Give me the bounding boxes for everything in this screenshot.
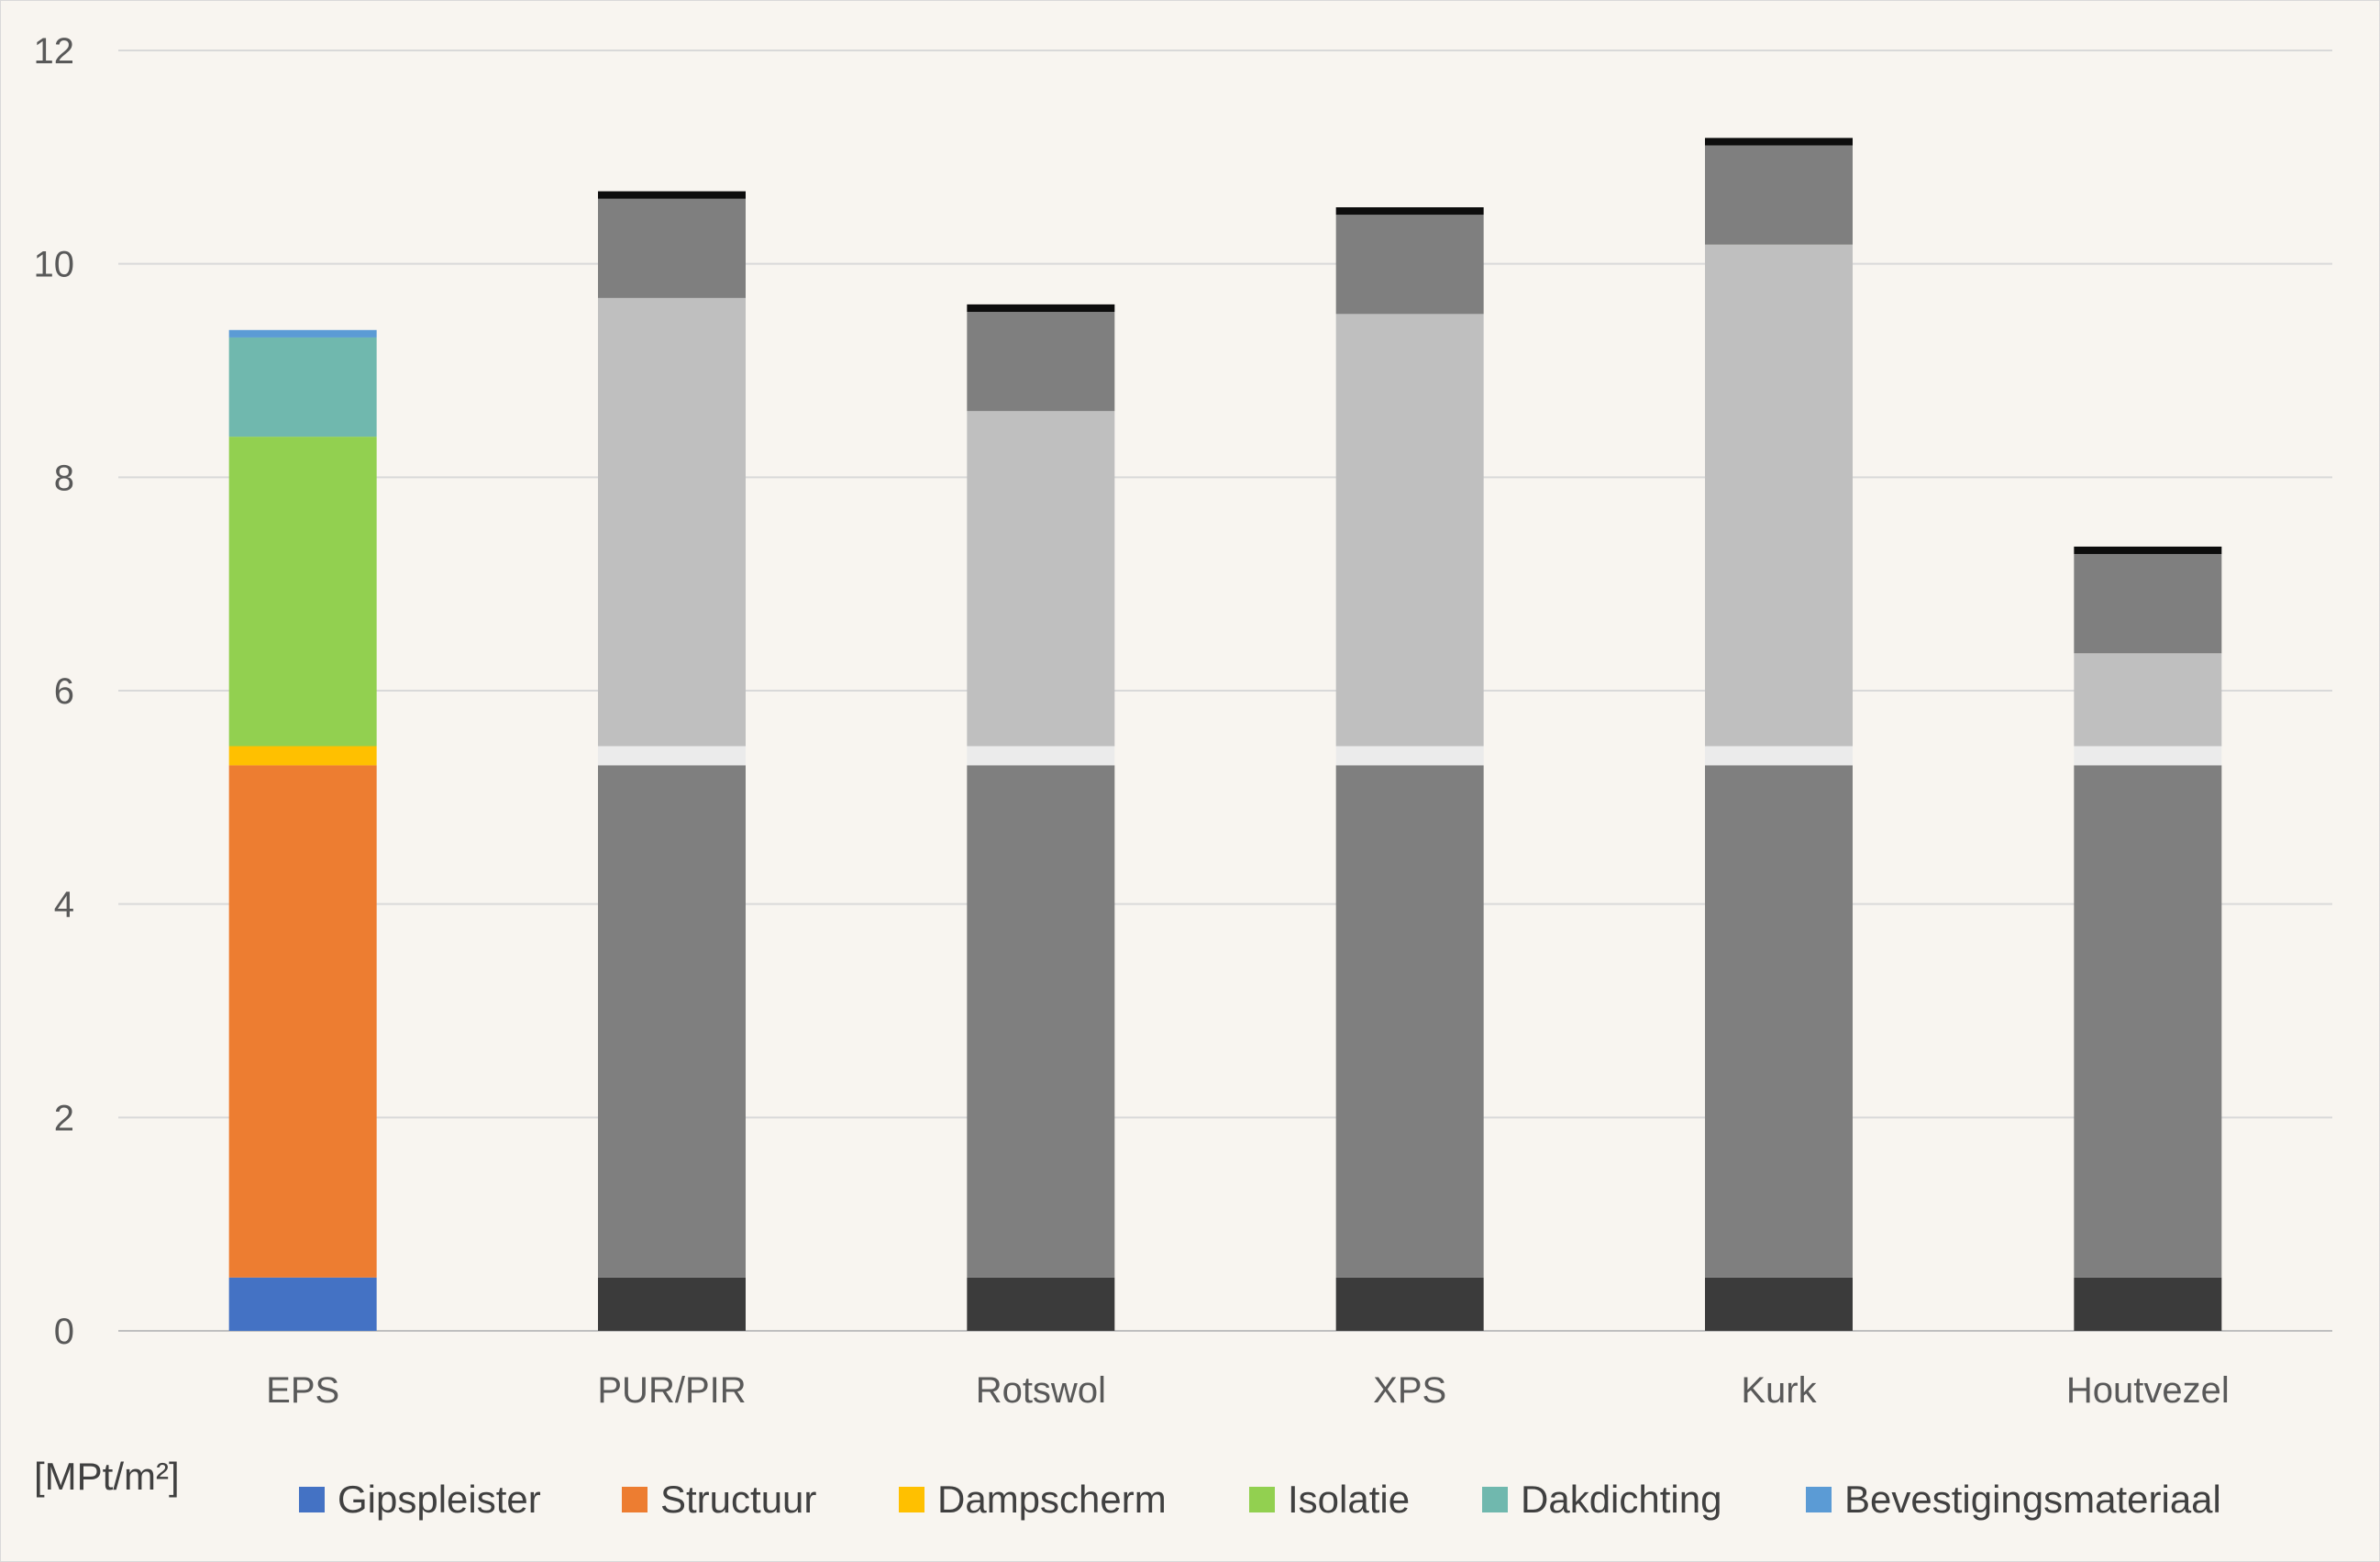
bar-segment [1335,314,1484,747]
legend-swatch [1482,1487,1508,1512]
bar-segment [1705,1277,1853,1331]
y-tick-label: 6 [54,671,74,712]
bar-segment [1705,765,1853,1278]
bar-segment [598,746,746,766]
bar-segment [967,411,1115,747]
bar-segment [598,1277,746,1331]
legend-label: Dampscherm [937,1478,1167,1521]
y-tick-label: 4 [54,885,74,925]
legend-label: Bevestigingsmateriaal [1844,1478,2221,1521]
bars [228,138,2222,1331]
y-tick-label: 2 [54,1098,74,1138]
bar-segment [1335,207,1484,216]
bar-segment [1335,765,1484,1278]
bar-segment [1335,1277,1484,1331]
bar-segment [228,746,377,766]
bar-segment [2074,546,2222,555]
bar-segment [228,329,377,338]
bar-segment [228,765,377,1278]
legend-swatch [899,1487,924,1512]
legend-label: Isolatie [1288,1478,1410,1521]
bar-segment [228,337,377,438]
y-tick-label: 12 [34,31,75,72]
bar-segment [598,191,746,199]
x-category-label: Kurk [1741,1370,1817,1411]
legend-swatch [1806,1487,1832,1512]
bar-segment [228,1277,377,1331]
y-tick-label: 10 [34,245,75,285]
bar-segment [598,765,746,1278]
bar-segment [2074,1277,2222,1331]
x-category-label: PUR/PIR [597,1370,746,1411]
legend-swatch [299,1487,325,1512]
bar-segment [1335,215,1484,315]
bar-segment [1335,746,1484,766]
legend-label: Structuur [660,1478,816,1521]
bar-segment [598,297,746,747]
legend: Gipspleister Structuur Dampscherm Isolatie D… [299,1478,2221,1521]
bar-segment [2074,765,2222,1278]
bar-segment [228,437,377,747]
bar-segment [967,746,1115,766]
bar-segment [967,1277,1115,1331]
y-tick-label: 0 [54,1312,74,1352]
x-category-label: Houtvezel [2066,1370,2230,1411]
bar-segment [2074,554,2222,654]
legend-label: Gipspleister [338,1478,541,1521]
x-category-label: EPS [266,1370,339,1411]
bar-segment [1705,746,1853,766]
legend-label: Dakdichting [1521,1478,1721,1521]
y-axis-ticks: 0 2 4 6 8 10 12 [34,31,75,1352]
bar-segment [598,198,746,298]
bar-segment [967,765,1115,1278]
bar-segment [1705,138,1853,146]
legend-swatch [622,1487,648,1512]
bar-segment [2074,653,2222,747]
bar-segment [1705,145,1853,245]
gridlines [118,50,2332,1332]
x-axis-labels: EPS PUR/PIR Rotswol XPS Kurk Houtvezel [266,1370,2230,1411]
bar-segment [2074,746,2222,766]
bar-segment [1705,244,1853,747]
x-category-label: XPS [1373,1370,1446,1411]
y-tick-label: 8 [54,458,74,498]
x-category-label: Rotswol [976,1370,1106,1411]
bar-segment [967,312,1115,412]
bar-segment [967,304,1115,313]
unit-label: [MPt/m²] [34,1455,180,1498]
legend-swatch [1249,1487,1275,1512]
